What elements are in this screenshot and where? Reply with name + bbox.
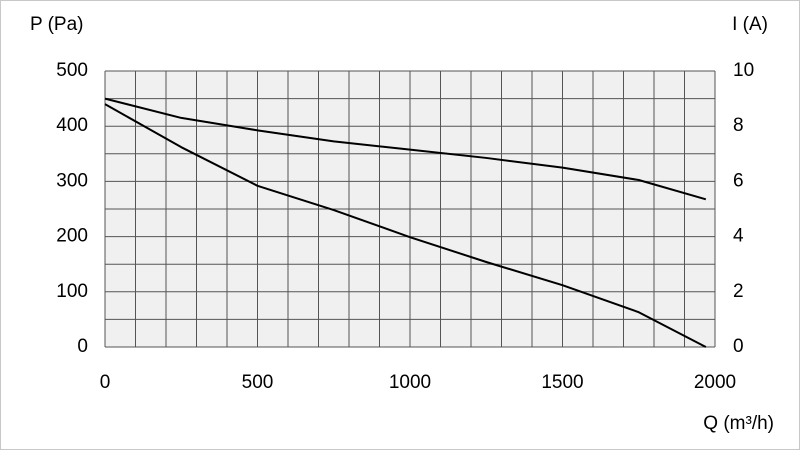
y-tick-label: 500 (56, 60, 88, 81)
y2-tick-label: 4 (733, 226, 744, 247)
y2-tick-label: 8 (733, 115, 744, 136)
x-tick-label: 500 (242, 372, 274, 393)
y-tick-label: 200 (56, 226, 88, 247)
y-tick-label: 400 (56, 115, 88, 136)
y-tick-label: 0 (77, 336, 88, 357)
y2-tick-label: 0 (733, 336, 744, 357)
line-series (104, 103, 707, 348)
y2-axis-label: I (A) (732, 14, 768, 35)
x-tick-label: 0 (100, 372, 111, 393)
y-axis-label: P (Pa) (30, 14, 84, 35)
x-tick-label: 2000 (694, 372, 736, 393)
x-tick-label: 1000 (389, 372, 431, 393)
x-axis-label: Q (m³/h) (703, 413, 774, 434)
y-tick-label: 100 (56, 281, 88, 302)
y2-tick-label: 10 (733, 60, 754, 81)
x-tick-label: 1500 (541, 372, 583, 393)
line-series (104, 97, 707, 201)
y-tick-label: 300 (56, 170, 88, 191)
y2-tick-label: 6 (733, 170, 744, 191)
y2-tick-label: 2 (733, 281, 744, 302)
